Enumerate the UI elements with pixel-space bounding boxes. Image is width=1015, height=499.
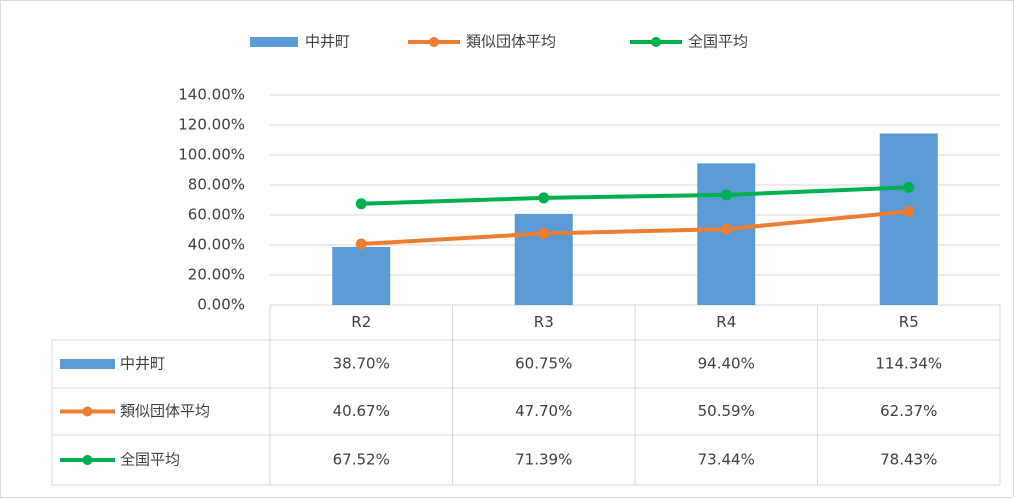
- line-marker: [538, 227, 550, 239]
- table-key-marker: [82, 455, 93, 465]
- table-value: 40.67%: [333, 402, 390, 420]
- legend-label: 中井町: [305, 33, 350, 51]
- table-series-label: 中井町: [120, 355, 165, 373]
- y-tick-label: 140.00%: [178, 86, 245, 104]
- x-tick-label: R3: [534, 313, 554, 331]
- line-marker: [538, 192, 550, 204]
- legend-key-marker: [651, 37, 661, 47]
- y-tick-label: 120.00%: [178, 116, 245, 134]
- y-tick-label: 60.00%: [188, 206, 245, 224]
- table-value: 38.70%: [333, 355, 390, 373]
- table-series-label: 全国平均: [120, 451, 180, 469]
- line-marker: [903, 205, 915, 217]
- legend-label: 類似団体平均: [466, 33, 556, 51]
- x-tick-label: R2: [351, 313, 371, 331]
- y-tick-label: 20.00%: [188, 266, 245, 284]
- y-tick-label: 100.00%: [178, 146, 245, 164]
- table-value: 73.44%: [698, 451, 755, 469]
- line: [361, 185, 909, 206]
- legend-key-marker: [429, 37, 439, 47]
- line-marker: [355, 198, 367, 210]
- line-marker: [720, 189, 732, 201]
- y-tick-label: 40.00%: [188, 236, 245, 254]
- line-marker: [355, 238, 367, 250]
- legend-key: [250, 37, 298, 47]
- table-value: 71.39%: [515, 451, 572, 469]
- legend-label: 全国平均: [688, 33, 748, 51]
- x-tick-label: R5: [899, 313, 919, 331]
- table-key: [60, 359, 115, 369]
- table-value: 60.75%: [515, 355, 572, 373]
- table-value: 94.40%: [698, 355, 755, 373]
- line: [361, 209, 909, 246]
- table-series-label: 類似団体平均: [120, 402, 210, 420]
- x-tick-label: R4: [716, 313, 736, 331]
- table-value: 50.59%: [698, 402, 755, 420]
- table-value: 78.43%: [880, 451, 937, 469]
- line-marker: [720, 223, 732, 235]
- y-tick-label: 80.00%: [188, 176, 245, 194]
- bar: [879, 133, 938, 305]
- bar: [332, 246, 391, 305]
- y-tick-label: 0.00%: [197, 296, 245, 314]
- line-marker: [903, 181, 915, 193]
- bar: [514, 213, 573, 305]
- table-value: 67.52%: [333, 451, 390, 469]
- table-value: 47.70%: [515, 402, 572, 420]
- table-key-marker: [82, 406, 93, 417]
- table-value: 62.37%: [880, 402, 937, 420]
- table-value: 114.34%: [875, 355, 942, 373]
